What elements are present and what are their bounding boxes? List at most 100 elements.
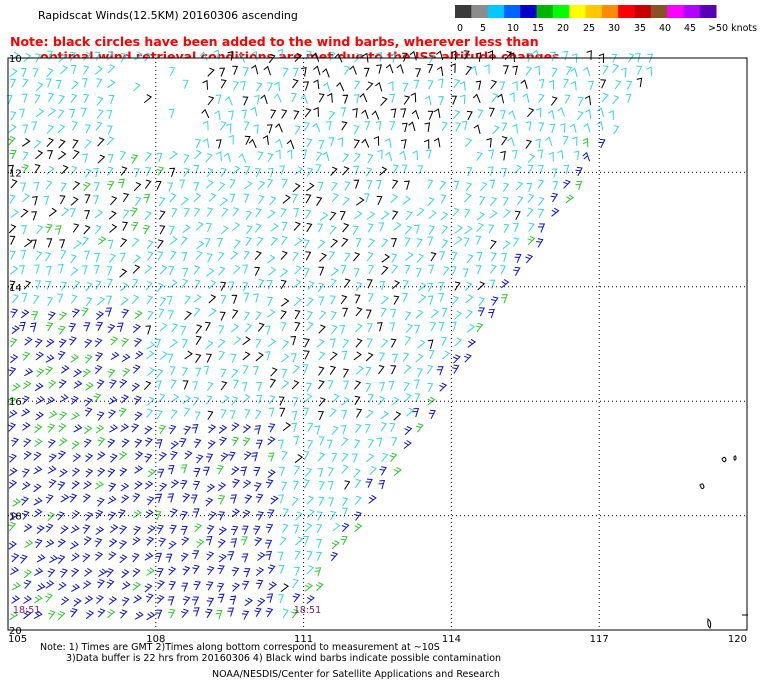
wind-barb	[22, 151, 29, 161]
wind-barb	[97, 154, 106, 164]
wind-barb	[145, 281, 153, 291]
wind-barb	[502, 240, 511, 250]
wind-barb	[84, 338, 93, 348]
wind-barb	[314, 425, 321, 435]
wind-barb	[410, 92, 417, 103]
wind-barb	[326, 439, 333, 449]
wind-barb	[169, 193, 177, 203]
wind-barb	[380, 338, 389, 348]
wind-barb	[231, 466, 240, 476]
wind-barb	[254, 482, 262, 492]
wind-barb	[228, 134, 234, 145]
wind-barb	[354, 323, 363, 333]
wind-barb	[401, 122, 408, 133]
wind-barb	[404, 426, 413, 436]
wind-barb	[502, 182, 510, 192]
wind-barb	[489, 179, 496, 189]
wind-barb	[70, 354, 80, 363]
wind-barb	[547, 109, 555, 120]
wind-barb	[35, 53, 41, 63]
wind-barb	[393, 467, 402, 476]
wind-barb	[35, 150, 44, 160]
wind-barb	[61, 281, 68, 291]
wind-barb	[267, 209, 276, 219]
wind-barb	[332, 522, 341, 532]
wind-barb	[21, 496, 29, 506]
wind-barb	[119, 609, 128, 619]
wind-barb	[306, 595, 315, 604]
wind-barb	[527, 193, 535, 204]
wind-barb	[368, 438, 375, 449]
wind-barb	[489, 196, 498, 206]
wind-barb	[11, 553, 20, 563]
wind-barb	[253, 466, 261, 477]
wind-barb	[367, 323, 373, 333]
wind-barb	[58, 139, 66, 149]
wind-barb	[430, 252, 437, 262]
wind-barb	[206, 253, 213, 263]
wind-barb	[536, 238, 544, 248]
wind-barb	[180, 236, 188, 246]
wind-barb	[354, 52, 362, 63]
wind-barb	[20, 208, 29, 218]
wind-barb	[195, 454, 204, 464]
wind-barb	[80, 107, 87, 117]
wind-barb	[355, 338, 363, 348]
wind-barb	[278, 439, 284, 449]
wind-barb	[318, 380, 325, 390]
wind-barb	[311, 52, 320, 62]
wind-barb	[377, 149, 383, 160]
wind-barb	[106, 609, 116, 619]
wind-barb	[342, 507, 348, 517]
wind-barb	[118, 178, 125, 189]
wind-barb	[134, 480, 143, 490]
wind-barb	[319, 211, 329, 221]
wind-barb	[208, 307, 217, 317]
wind-barb	[427, 80, 434, 90]
wind-barb	[304, 522, 313, 533]
wind-barb	[490, 79, 498, 90]
wind-barb	[232, 65, 239, 75]
wind-barb	[229, 178, 236, 189]
wind-barb	[170, 440, 179, 450]
wind-barb	[147, 251, 154, 261]
wind-barb	[46, 124, 54, 134]
wind-barb	[8, 422, 17, 432]
wind-barb	[318, 411, 324, 421]
wind-barb	[206, 381, 214, 391]
wind-barb	[95, 509, 104, 519]
wind-barb	[70, 525, 80, 534]
wind-barb	[107, 468, 116, 478]
wind-barb	[12, 498, 21, 507]
wind-barb	[334, 53, 343, 63]
wind-barb	[170, 409, 178, 419]
wind-barb	[454, 310, 463, 320]
wind-barb	[583, 122, 591, 133]
wind-barb	[33, 594, 43, 604]
wind-barb	[265, 539, 273, 549]
wind-barb	[342, 94, 349, 104]
wind-barb	[159, 297, 167, 307]
wind-barb	[205, 321, 211, 332]
wind-barb	[267, 178, 274, 189]
wind-barb	[282, 508, 289, 518]
wind-barb	[341, 522, 350, 532]
wind-barb	[182, 395, 191, 404]
wind-barb	[331, 452, 338, 463]
wind-barb	[552, 181, 559, 191]
wind-barb	[35, 82, 44, 92]
wind-barb	[57, 293, 64, 303]
wind-barb	[339, 210, 346, 221]
wind-barb	[484, 64, 490, 74]
latitude-tick-label: 16	[9, 397, 22, 408]
wind-barb	[203, 466, 210, 476]
wind-barb	[146, 611, 156, 621]
wind-barb	[392, 353, 398, 363]
wind-barb	[477, 109, 484, 119]
wind-barb	[241, 382, 248, 392]
wind-barb	[169, 236, 178, 245]
wind-barb	[130, 207, 138, 217]
wind-barb	[206, 353, 212, 363]
wind-barb	[85, 282, 93, 292]
wind-barb	[48, 410, 58, 419]
